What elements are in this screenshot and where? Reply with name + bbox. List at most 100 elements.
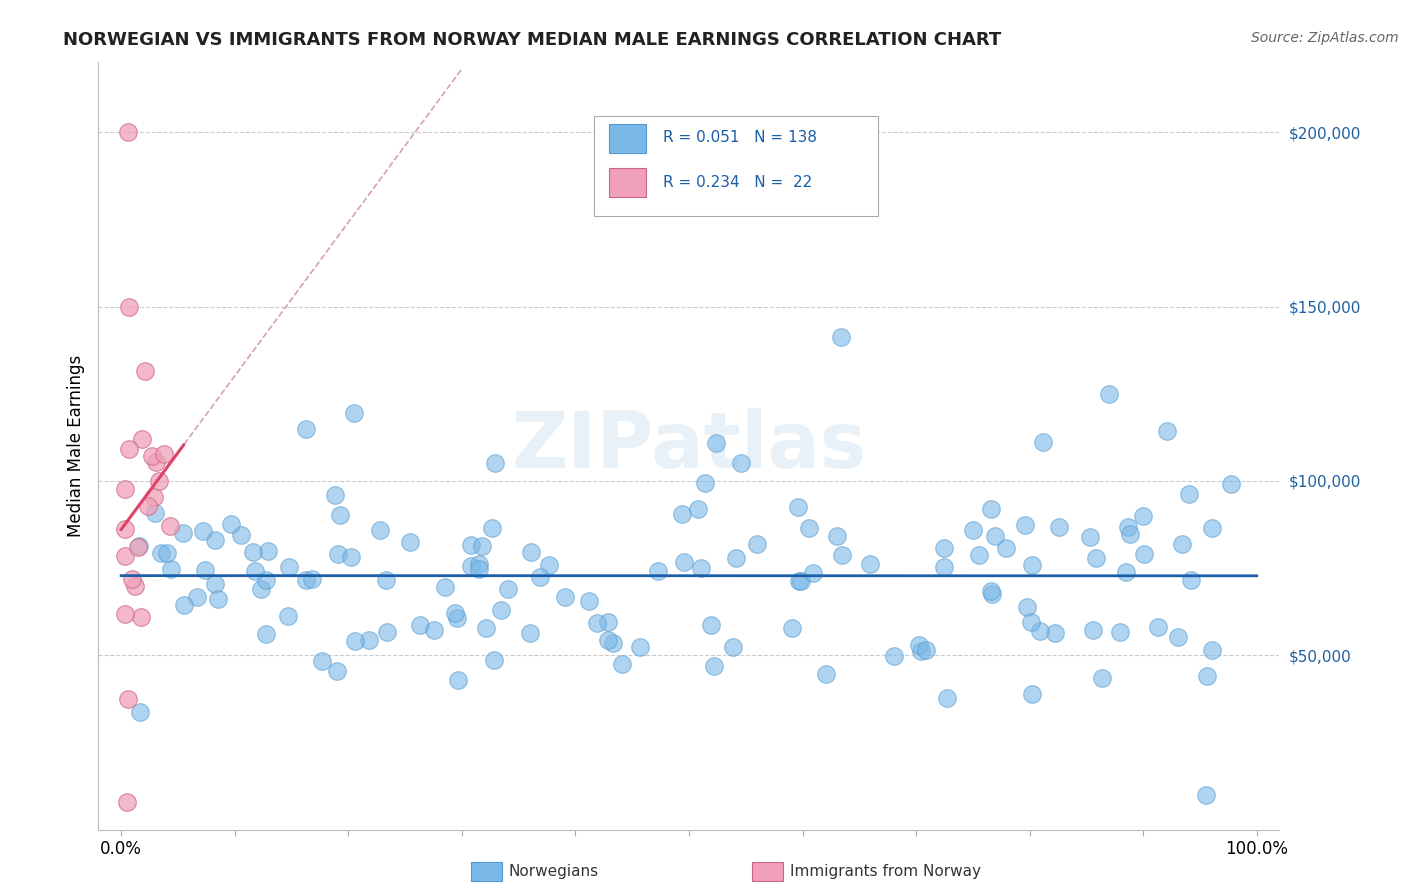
Point [143,490,166,504]
Point [368,523,391,537]
Point [1091,671,1114,685]
Point [118,300,141,314]
Point [257,544,280,558]
Point [254,627,277,641]
Point [250,582,273,596]
Point [204,576,226,591]
Point [475,621,498,635]
Point [915,642,938,657]
Point [1014,518,1036,533]
Point [328,547,350,561]
Point [700,618,723,632]
Point [134,364,156,378]
Point [859,557,882,571]
Point [520,545,543,559]
Point [612,657,634,671]
Point [1118,520,1140,534]
Point [460,558,482,573]
Point [786,500,808,514]
Point [484,456,506,470]
Point [598,632,620,647]
Y-axis label: Median Male Earnings: Median Male Earnings [66,355,84,537]
Point [186,590,208,604]
Point [967,548,990,562]
Point [145,454,167,468]
Point [145,507,167,521]
Point [554,590,576,604]
Point [172,526,194,541]
Point [519,626,541,640]
Point [375,573,398,587]
Point [471,539,494,553]
Point [423,623,446,637]
Point [329,508,352,522]
Point [343,406,366,420]
Point [117,125,139,139]
Point [1021,687,1043,701]
Point [830,330,852,344]
Point [193,524,215,538]
Point [980,584,1002,599]
Point [1015,599,1038,614]
Point [721,640,744,655]
Point [1219,477,1241,491]
Point [496,582,519,596]
Point [693,475,716,490]
Point [129,609,152,624]
Point [1115,565,1137,579]
Point [295,422,318,436]
Point [295,573,318,587]
Point [803,566,825,580]
Point [1201,521,1223,535]
Point [827,529,849,543]
Point [278,559,301,574]
Point [628,640,651,655]
Point [1195,788,1218,802]
Point [672,555,695,569]
Point [444,606,467,620]
Point [141,449,163,463]
Point [1019,615,1042,629]
Point [399,535,422,549]
Point [984,529,1007,543]
Point [1047,520,1070,534]
Point [153,447,176,461]
Point [578,594,600,608]
Point [995,541,1018,555]
FancyBboxPatch shape [595,116,877,216]
Point [301,572,323,586]
Point [831,548,853,562]
Point [1085,550,1108,565]
Point [149,546,172,560]
Point [115,795,138,809]
Point [204,533,226,547]
Point [127,541,149,555]
Point [114,549,136,564]
Point [254,574,277,588]
Point [529,570,551,584]
Point [934,560,956,574]
Point [586,615,609,630]
Point [114,522,136,536]
Point [323,488,346,502]
Point [194,563,217,577]
Point [129,706,152,720]
Point [730,456,752,470]
Point [118,442,141,456]
Point [910,644,932,658]
Point [883,648,905,663]
Point [725,551,748,566]
Point [1081,623,1104,637]
Point [1197,669,1219,683]
Point [434,580,457,594]
Point [117,691,139,706]
Point [243,564,266,578]
Point [121,572,143,586]
Point [231,528,253,542]
Point [1029,624,1052,638]
Point [173,598,195,612]
Text: R = 0.051   N = 138: R = 0.051 N = 138 [664,130,817,145]
Point [446,673,468,687]
Point [1177,486,1199,500]
Point [979,502,1001,516]
